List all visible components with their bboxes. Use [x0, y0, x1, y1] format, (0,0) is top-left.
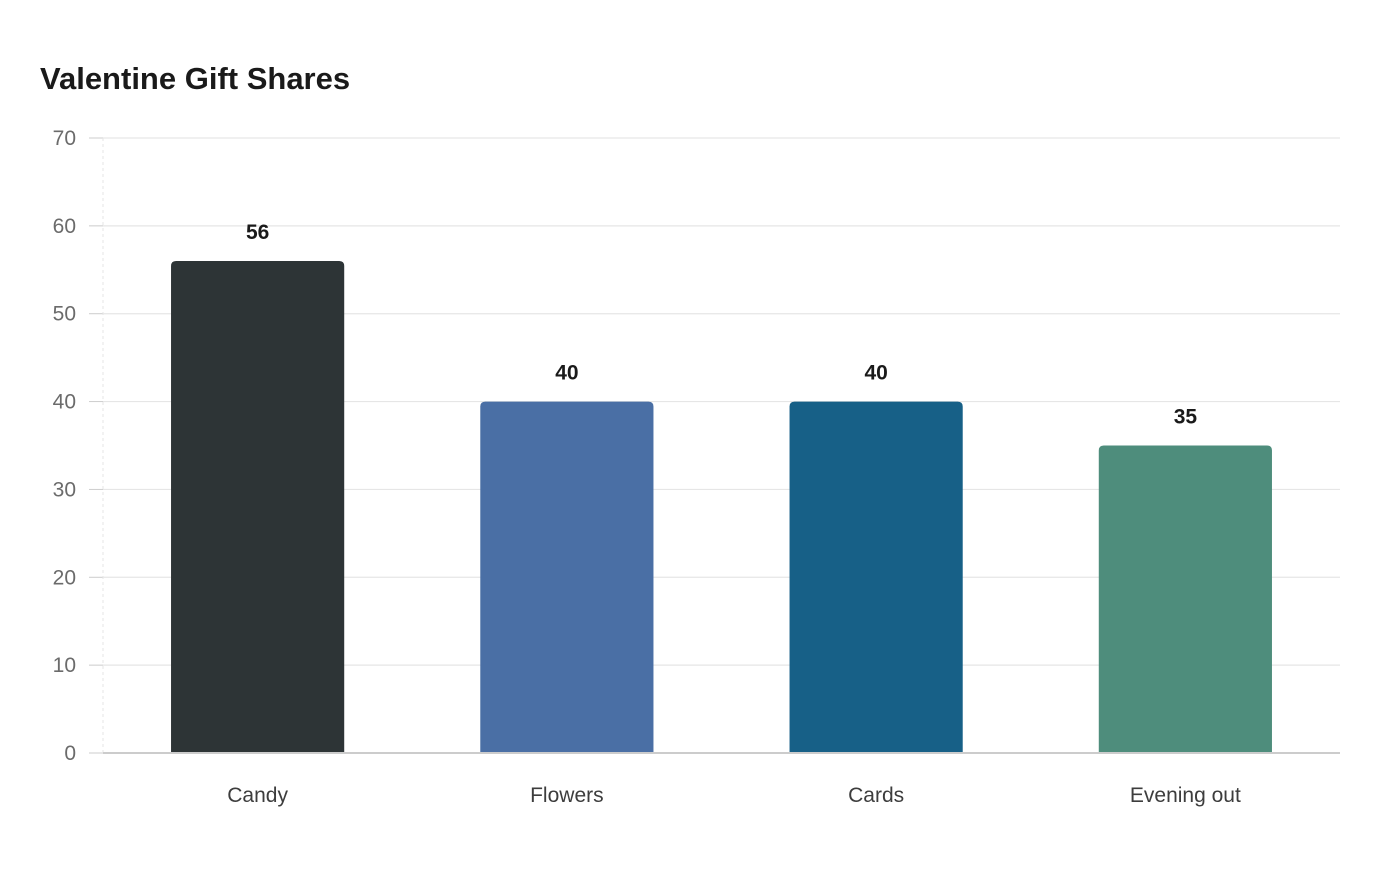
y-tick-label: 50	[53, 303, 76, 326]
y-tick-label: 40	[53, 391, 76, 414]
y-tick-label: 20	[53, 566, 76, 589]
y-tick-label: 70	[53, 127, 76, 150]
x-tick-label: Candy	[227, 784, 288, 807]
bar-evening-out	[1098, 445, 1272, 753]
bar-flowers	[480, 401, 654, 753]
data-label: 40	[864, 362, 887, 385]
x-tick-label: Cards	[848, 784, 904, 807]
bar-cards	[789, 401, 963, 753]
x-tick-label: Evening out	[1130, 784, 1241, 807]
y-axis: 0 10 20 30 40 50 60 70	[53, 127, 104, 765]
data-label: 56	[246, 221, 269, 244]
x-axis: Candy Flowers Cards Evening out	[103, 752, 1340, 807]
data-label: 35	[1174, 406, 1198, 429]
y-tick-label: 60	[53, 215, 76, 238]
y-tick-label: 30	[53, 478, 76, 501]
x-tick-label: Flowers	[530, 784, 604, 807]
data-label: 40	[555, 362, 578, 385]
y-tick-label: 10	[53, 654, 76, 677]
bars	[171, 261, 1272, 753]
y-tick-label: 0	[64, 742, 76, 765]
chart-title: Valentine Gift Shares	[40, 61, 351, 96]
data-labels: 56 40 40 35	[246, 221, 1197, 429]
bar-candy	[171, 261, 345, 753]
